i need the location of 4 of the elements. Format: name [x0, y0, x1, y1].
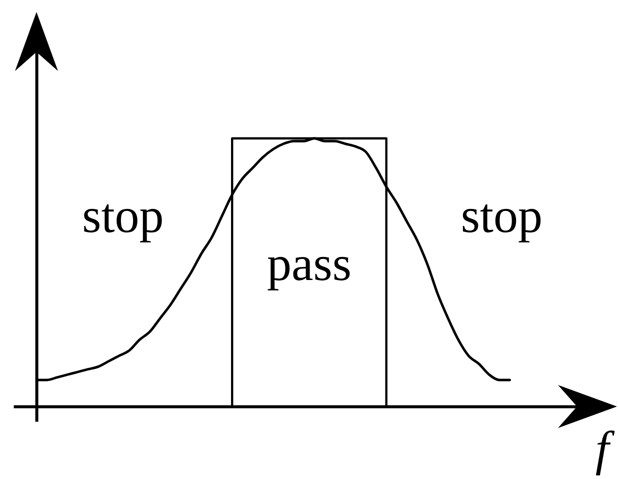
x-axis-title: f — [595, 420, 616, 476]
annotation: stop — [82, 188, 164, 243]
annotation: stop — [460, 188, 543, 243]
annotation: pass — [267, 236, 352, 292]
